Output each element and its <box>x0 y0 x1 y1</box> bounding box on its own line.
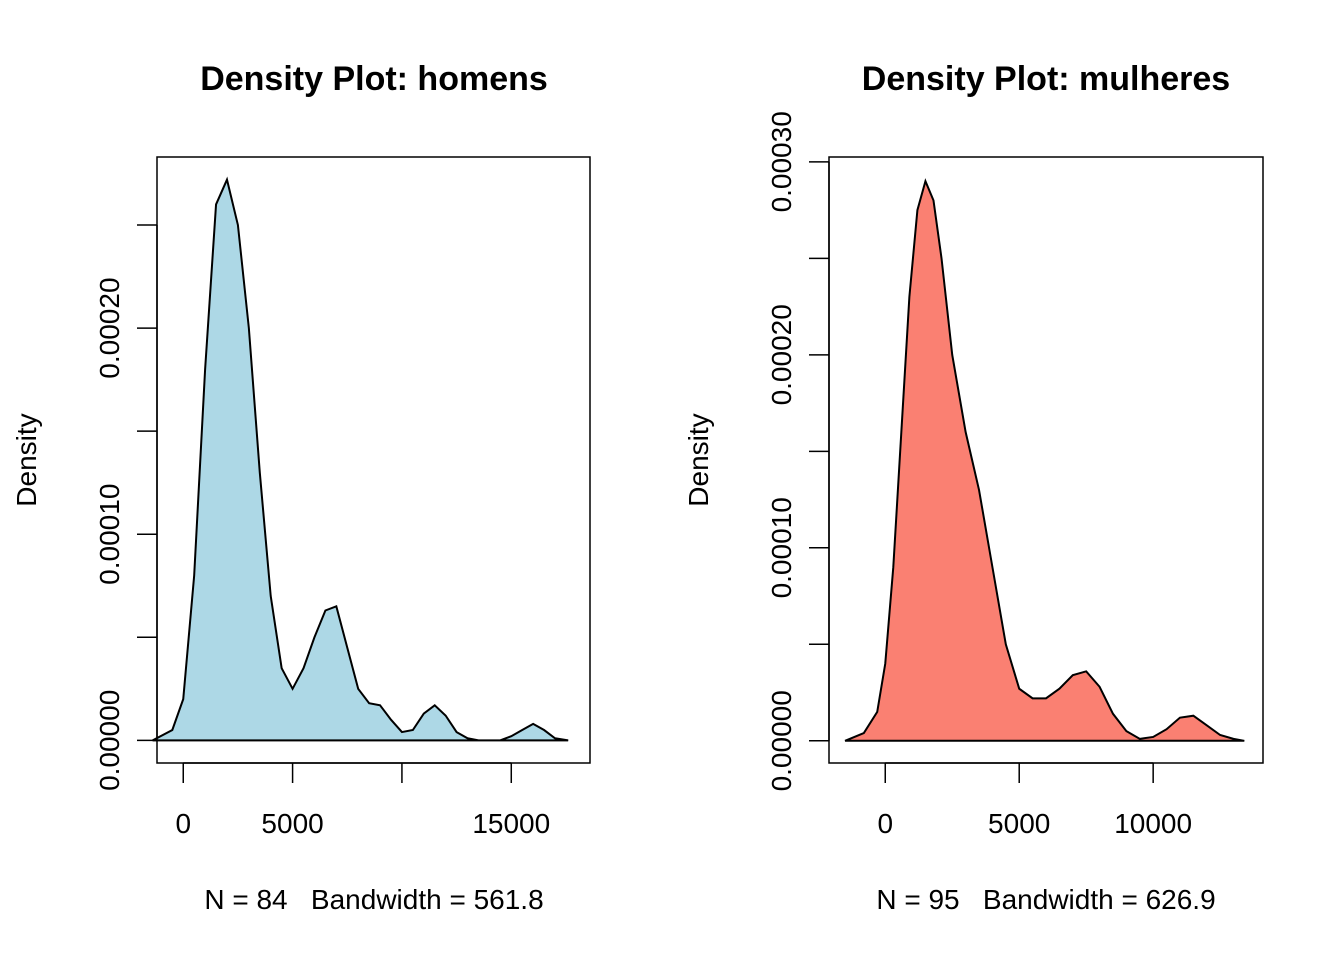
y-tick-label: 0.00010 <box>94 484 125 585</box>
x-tick-label: 15000 <box>472 808 550 839</box>
x-tick-label: 0 <box>877 808 893 839</box>
chart-mulheres: Density Plot: mulheres Density N = 95 Ba… <box>683 60 1264 915</box>
y-tick-label: 0.00020 <box>94 277 125 378</box>
plot-area: 0 5000 10000 0.00000 0.00010 0.00020 0.00030 <box>766 111 1245 839</box>
y-tick-label: 0.00000 <box>94 690 125 791</box>
x-axis-label: N = 95 Bandwidth = 626.9 <box>876 884 1215 915</box>
x-tick-label: 10000 <box>1114 808 1192 839</box>
x-tick-label: 5000 <box>261 808 323 839</box>
x-tick-label: 0 <box>175 808 191 839</box>
chart-title: Density Plot: homens <box>200 60 548 98</box>
plot-area: 0 5000 15000 0.00000 0.00010 0.00020 <box>94 176 569 839</box>
density-area <box>844 178 1245 742</box>
x-axis-label: N = 84 Bandwidth = 561.8 <box>204 884 543 915</box>
y-axis-label: Density <box>683 413 714 506</box>
y-tick-label: 0.00030 <box>766 111 797 212</box>
chart-title: Density Plot: mulheres <box>862 60 1230 98</box>
chart-homens: Density Plot: homens Density N = 84 Band… <box>11 60 591 915</box>
x-tick-label: 5000 <box>988 808 1050 839</box>
density-area <box>152 176 569 742</box>
y-tick-label: 0.00000 <box>766 690 797 791</box>
y-tick-label: 0.00010 <box>766 497 797 598</box>
y-tick-label: 0.00020 <box>766 304 797 405</box>
y-axis-label: Density <box>11 413 42 506</box>
